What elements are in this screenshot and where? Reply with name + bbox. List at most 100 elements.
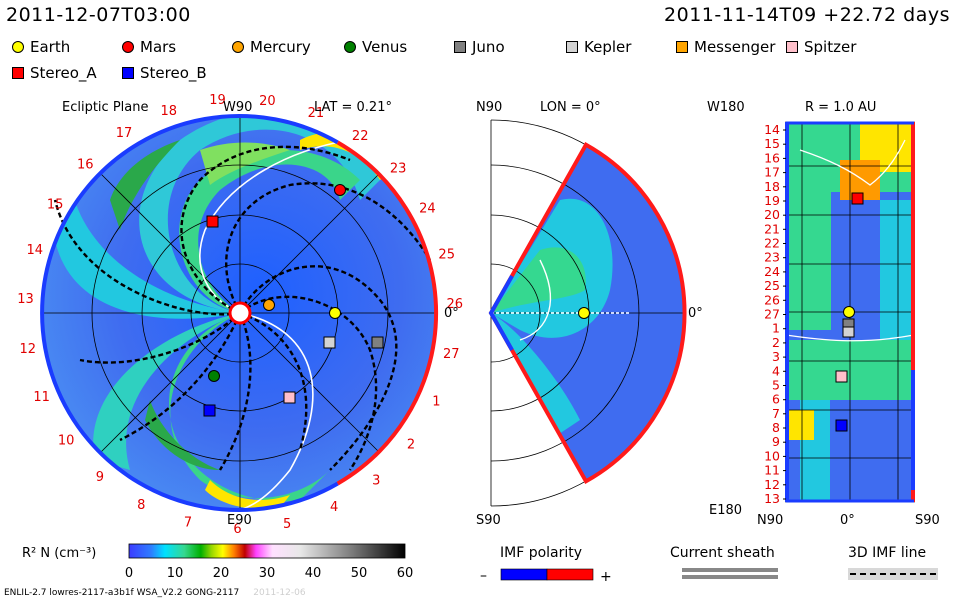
ecliptic-bottom-label: E90 [227, 513, 252, 528]
ecliptic-tick-label: 16 [77, 158, 94, 173]
legend-marker-stereo-b [122, 67, 134, 79]
radius-row-label: 3 [772, 349, 780, 364]
colorbar-tick-label: 0 [125, 566, 133, 581]
ecliptic-tick-label: 25 [438, 248, 455, 263]
legend-marker-spitzer [786, 41, 798, 53]
meridional-right-label: 0° [688, 306, 703, 321]
legend-marker-venus [344, 41, 356, 53]
ecliptic-tick-label: 2 [407, 437, 415, 452]
legend-item-venus: Venus [344, 38, 407, 56]
radius-row-label: 22 [764, 236, 780, 251]
radius-row-label: 2 [772, 335, 780, 350]
meridional-polarity-edge [488, 141, 687, 485]
ecliptic-tick-label: 11 [33, 390, 50, 405]
radius-row-label: 23 [764, 250, 780, 265]
ecliptic-right-label: 0° [444, 306, 459, 321]
meridional-polarity-negative [488, 275, 514, 351]
radius-row-label: 10 [764, 448, 780, 463]
legend-label: Spitzer [804, 38, 857, 56]
ecliptic-imf-lines [53, 145, 432, 471]
ecliptic-tick-label: 20 [259, 94, 276, 109]
ecliptic-tick-label: 7 [184, 516, 192, 531]
meridional-current-sheath [519, 259, 552, 341]
legend-marker-stereo-a [12, 67, 24, 79]
legend-marker-messenger [676, 41, 688, 53]
radius-row-label: 5 [772, 378, 780, 393]
radius-row-label: 27 [764, 307, 780, 322]
ecliptic-tick-label: 21 [308, 106, 325, 121]
radius-row-label: 18 [764, 179, 780, 194]
radius-row-label: 24 [764, 264, 780, 279]
legend-item-spitzer: Spitzer [786, 38, 856, 56]
legend-label: Venus [362, 38, 408, 56]
colorbar-tick-label: 20 [213, 566, 230, 581]
radius-r-label: R = 1.0 AU [805, 100, 876, 115]
ecliptic-tick-label: 6 [233, 522, 241, 537]
body-legend: Earth Mars Mercury Venus Juno Kepler Messenger… [0, 36, 960, 86]
legend-item-stereo-a: Stereo_A [12, 64, 97, 82]
sheath-title: Current sheath [670, 545, 775, 561]
spitzer-marker-radius [835, 370, 848, 383]
radius-row-label: 8 [772, 420, 780, 435]
ecliptic-tick-label: 27 [443, 347, 460, 362]
ecliptic-tick-label: 23 [390, 161, 407, 176]
earth-marker-meridional [578, 307, 590, 319]
colorbar-label: R² N (cm⁻³) [22, 546, 96, 561]
radius-corner-top: W180 [707, 100, 745, 115]
radius-current-sheath [785, 139, 915, 342]
radius-panel: 1415161718192021222324252627123456789101… [707, 100, 940, 528]
legend-marker-mercury [232, 41, 244, 53]
juno-marker [371, 336, 384, 349]
footer-ghost-text: 2011-12-06 [253, 588, 306, 598]
ecliptic-tick-label: 8 [137, 498, 145, 513]
radius-row-label: 19 [764, 193, 780, 208]
ecliptic-tick-label: 1 [432, 394, 440, 409]
legend-label: Stereo_A [30, 64, 97, 82]
meridional-panel: N90 LON = 0° S90 0° [476, 100, 703, 528]
radius-row-label: 20 [764, 207, 780, 222]
kepler-marker [323, 336, 336, 349]
timestamp-run: 2011-11-14T09 +22.72 days [664, 4, 950, 26]
colorbar-gradient [128, 543, 406, 559]
radius-row-label: 6 [772, 392, 780, 407]
radius-row-label: 1 [772, 321, 780, 336]
colorbar-tick-label: 30 [259, 566, 276, 581]
ecliptic-top-label: W90 [223, 100, 252, 115]
legend-item-kepler: Kepler [566, 38, 631, 56]
mercury-marker [263, 299, 275, 311]
colorbar-tick-label: 60 [397, 566, 414, 581]
spitzer-marker [283, 391, 296, 404]
legend-label: Earth [30, 38, 71, 56]
polarity-title: IMF polarity [500, 545, 582, 561]
legend-label: Juno [472, 38, 505, 56]
radius-row-label: 4 [772, 363, 780, 378]
radius-row-label: 12 [764, 477, 780, 492]
legend-item-juno: Juno [454, 38, 505, 56]
radius-row-label: 9 [772, 434, 780, 449]
mars-marker [334, 184, 346, 196]
stereo-a-marker [206, 215, 219, 228]
radius-row-label: 21 [764, 221, 780, 236]
current-sheath-legend: Current sheath [670, 545, 778, 579]
legend-label: Mars [140, 38, 177, 56]
legend-marker-earth [12, 41, 24, 53]
ecliptic-tick-label: 14 [27, 243, 44, 258]
polarity-negative-swatch [500, 568, 548, 581]
legend-label: Stereo_B [140, 64, 207, 82]
radius-x-label-0: 0° [840, 513, 855, 528]
radius-row-label: 16 [764, 150, 780, 165]
radius-row-label: 7 [772, 406, 780, 421]
colorbar: R² N (cm⁻³) 0 10 20 30 40 50 60 [22, 543, 413, 581]
ecliptic-tick-label: 15 [47, 197, 64, 212]
ecliptic-tick-label: 22 [352, 129, 369, 144]
ecliptic-tick-label: 3 [372, 473, 380, 488]
stereo-a-marker-radius [851, 192, 864, 205]
imfline-title: 3D IMF line [848, 545, 926, 561]
sun-marker [228, 301, 252, 325]
ecliptic-tick-label: 17 [116, 126, 133, 141]
legend-marker-mars [122, 41, 134, 53]
legend-item-mars: Mars [122, 38, 176, 56]
colorbar-ticks: 0 10 20 30 40 50 60 [125, 566, 413, 581]
radius-row-label: 25 [764, 278, 780, 293]
